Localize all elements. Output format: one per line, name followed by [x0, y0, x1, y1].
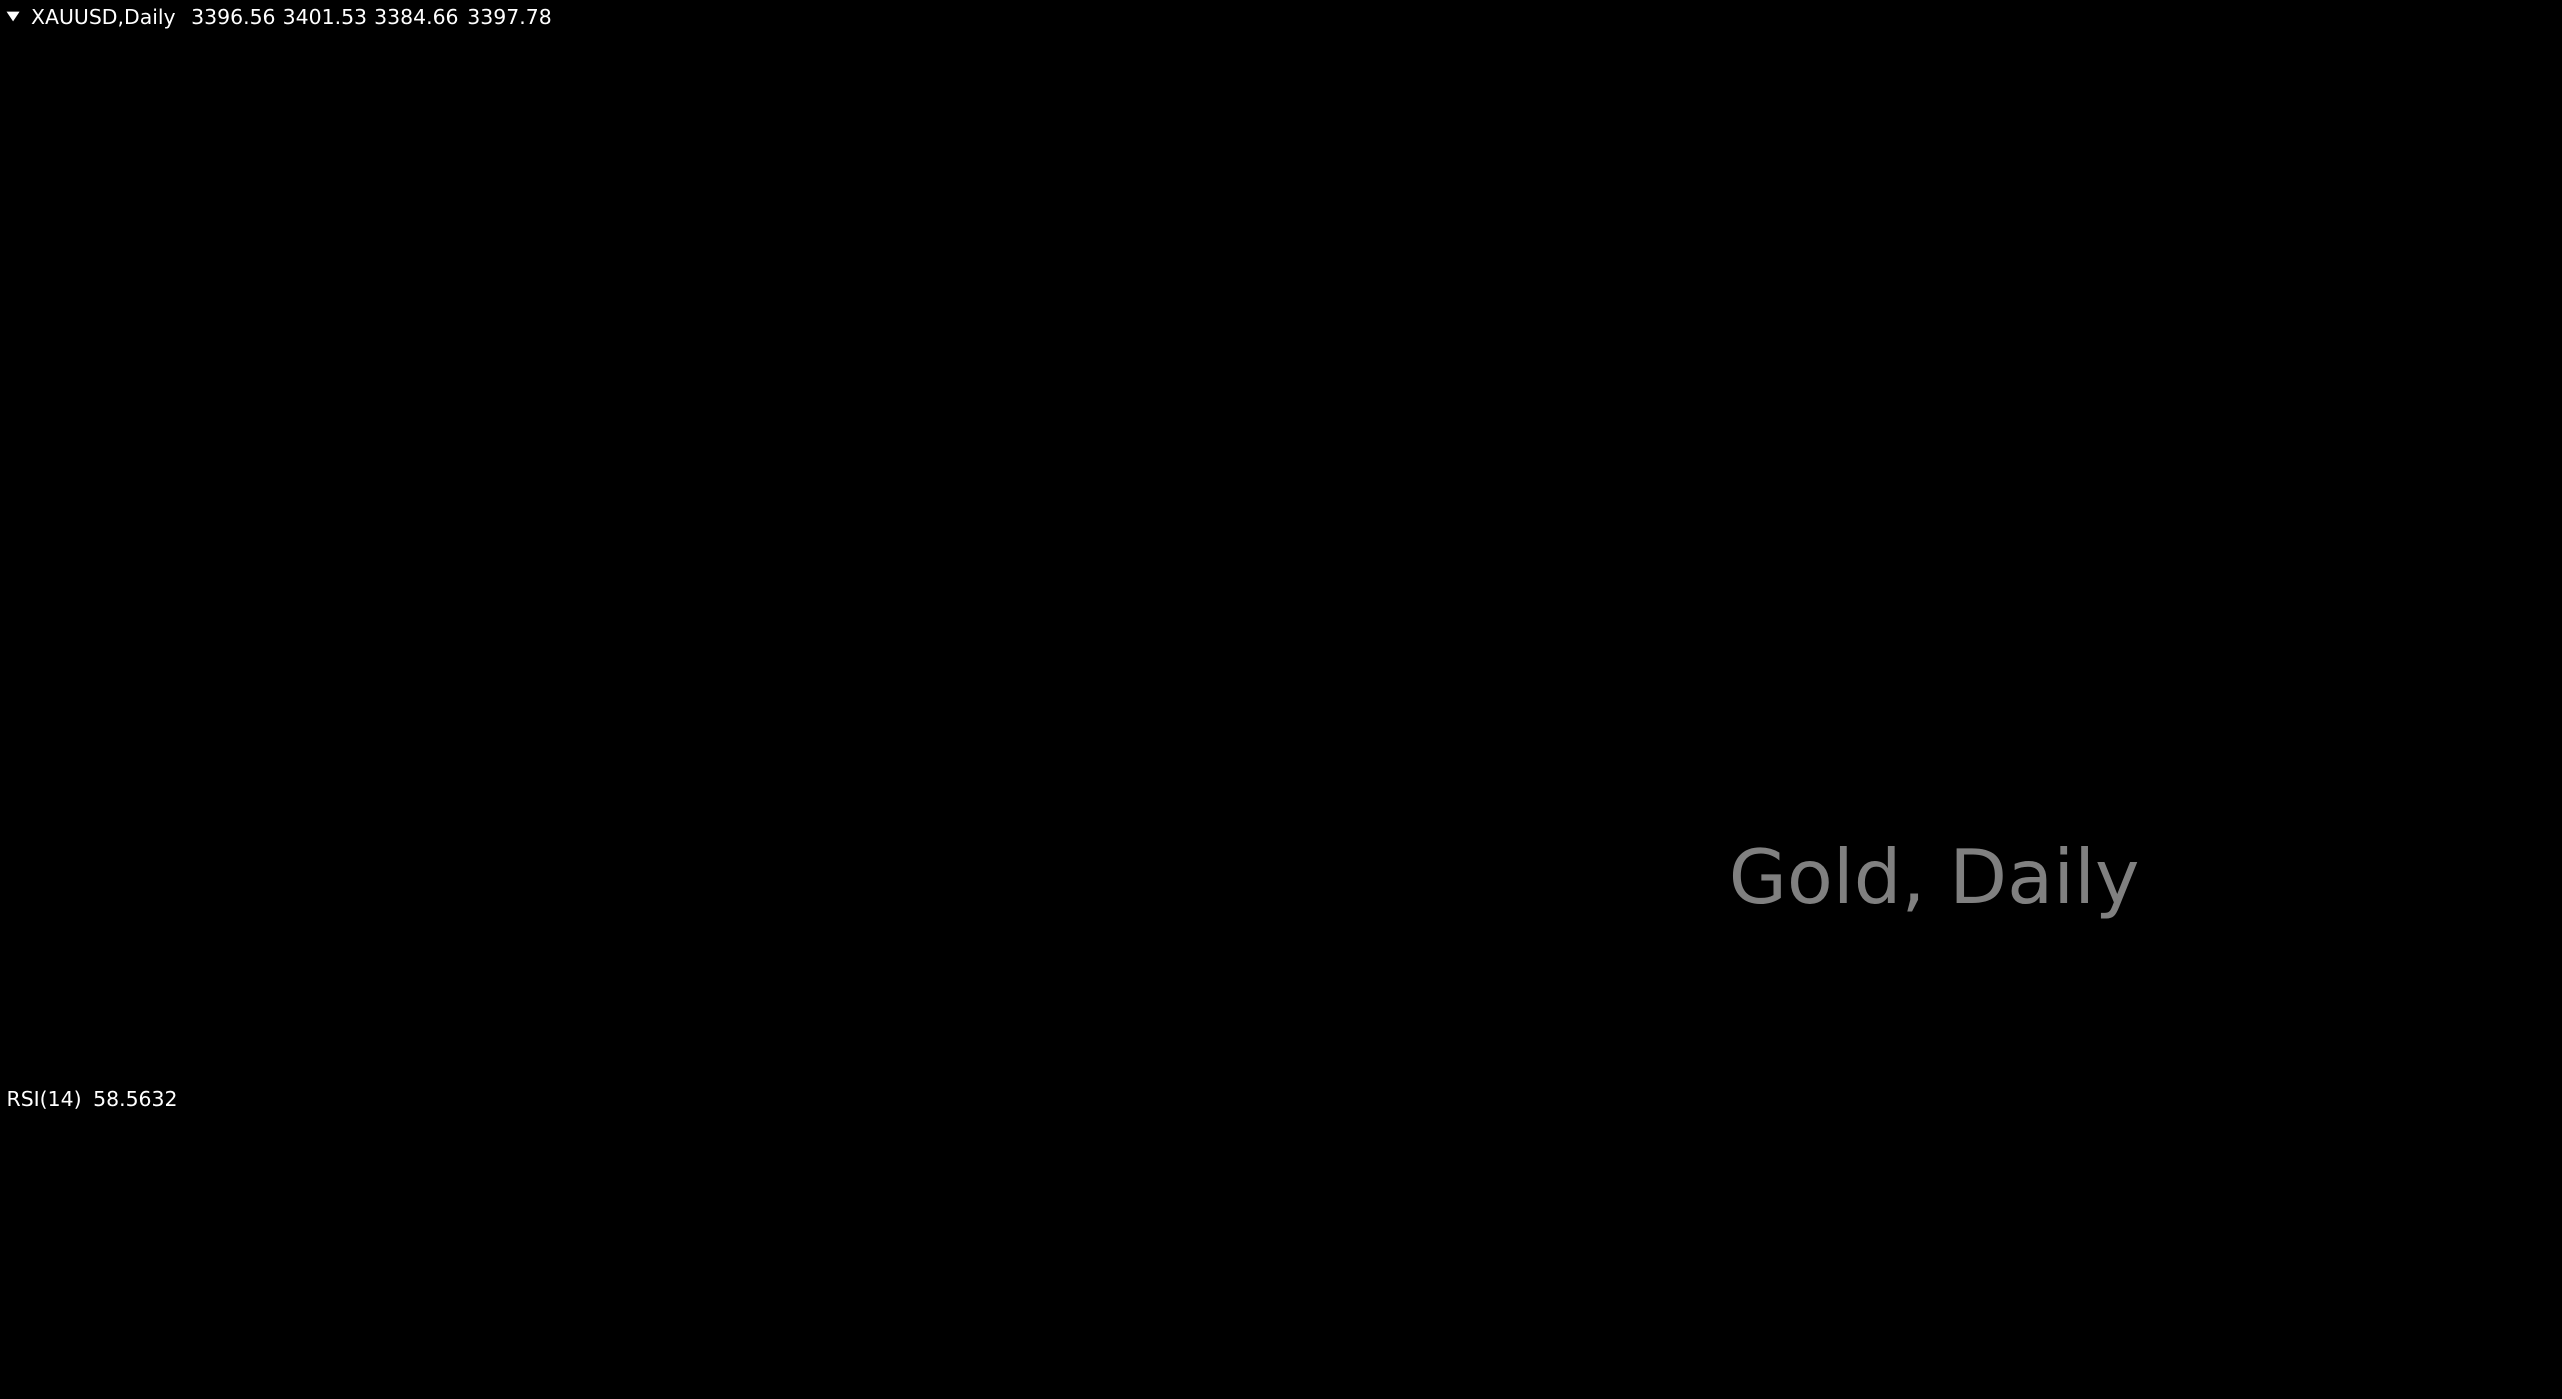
- symbol-title: XAUUSD,Daily: [31, 5, 176, 29]
- ohlc-low: 3384.66: [374, 5, 458, 29]
- label-layer: XAUUSD,Daily 3396.56 3401.53 3384.66 339…: [6, 5, 2140, 1111]
- rsi-value: 58.5632: [93, 1087, 177, 1111]
- menu-triangle[interactable]: [6, 11, 20, 22]
- ohlc-open: 3396.56: [191, 5, 275, 29]
- watermark: Gold, Daily: [1729, 833, 2140, 921]
- ohlc-close: 3397.78: [467, 5, 551, 29]
- rsi-title: RSI(14): [7, 1087, 82, 1111]
- ohlc-high: 3401.53: [283, 5, 367, 29]
